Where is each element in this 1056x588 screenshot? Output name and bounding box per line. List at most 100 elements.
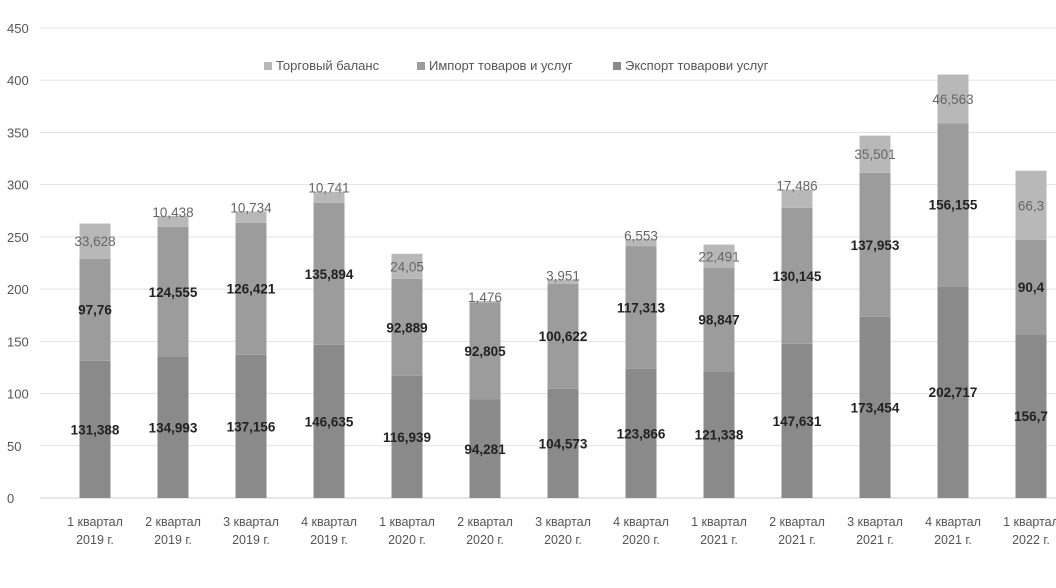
- data-label-s2-c8: 22,491: [698, 249, 739, 264]
- x-category-label-2-line1: 2019 г.: [232, 533, 270, 547]
- y-tick-label-350: 350: [7, 125, 29, 140]
- y-tick-label-100: 100: [7, 387, 29, 402]
- data-label-s1-c9: 130,145: [773, 269, 822, 284]
- bar-segment-s2-c5: [469, 301, 501, 303]
- x-category-label-8-line1: 2021 г.: [700, 533, 738, 547]
- x-category-label-3-line1: 2019 г.: [310, 533, 348, 547]
- data-label-s1-c5: 92,805: [464, 344, 506, 359]
- x-category-label-6-line0: 3 квартал: [535, 515, 591, 529]
- bar-segment-s0-c12: [1015, 334, 1047, 498]
- bar-segment-s1-c10: [859, 172, 891, 317]
- x-category-label-0-line0: 1 квартал: [67, 515, 123, 529]
- bar-segment-s0-c0: [79, 360, 111, 498]
- bar-segment-s2-c4: [391, 253, 423, 279]
- x-category-label-5-line0: 2 квартал: [457, 515, 513, 529]
- data-label-s0-c10: 173,454: [851, 400, 900, 415]
- data-label-s1-c4: 92,889: [386, 320, 427, 335]
- data-label-s2-c12: 66,3: [1018, 198, 1044, 213]
- legend-swatch-2: [613, 62, 621, 70]
- bar-segment-s2-c12: [1015, 170, 1047, 240]
- bar-segment-s1-c7: [625, 246, 657, 369]
- data-label-s2-c6: 3,951: [546, 269, 580, 284]
- data-label-s1-c0: 97,76: [78, 303, 112, 318]
- data-label-s0-c4: 116,939: [383, 430, 431, 445]
- data-label-s0-c7: 123,866: [617, 426, 666, 441]
- x-category-label-6-line1: 2020 г.: [544, 533, 582, 547]
- data-label-s1-c12: 90,4: [1018, 280, 1045, 295]
- y-tick-label-400: 400: [7, 73, 29, 88]
- x-category-label-11-line0: 4 квартал: [925, 515, 981, 529]
- bar-segment-s2-c11: [937, 74, 969, 124]
- bar-segment-s2-c6: [547, 279, 579, 284]
- x-category-label-9-line1: 2021 г.: [778, 533, 816, 547]
- x-category-label-7-line0: 4 квартал: [613, 515, 669, 529]
- bar-segment-s1-c9: [781, 207, 813, 344]
- bar-segment-s0-c8: [703, 371, 735, 498]
- data-label-s0-c0: 131,388: [71, 422, 120, 437]
- legend-label-1: Импорт товаров и услуг: [429, 58, 573, 73]
- bar-segment-s1-c2: [235, 222, 267, 355]
- bar-segment-s1-c11: [937, 123, 969, 287]
- data-label-s0-c1: 134,993: [149, 421, 198, 436]
- data-label-s2-c2: 10,734: [230, 200, 272, 215]
- legend-swatch-0: [264, 62, 272, 70]
- bar-segment-s2-c3: [313, 191, 345, 203]
- x-category-label-10-line1: 2021 г.: [856, 533, 894, 547]
- data-label-s2-c3: 10,741: [308, 181, 349, 196]
- bar-segment-s0-c3: [313, 344, 345, 498]
- data-label-s0-c2: 137,156: [227, 419, 276, 434]
- legend-label-0: Торговый баланс: [276, 58, 380, 73]
- data-label-s1-c8: 98,847: [698, 313, 739, 328]
- y-tick-label-50: 50: [7, 439, 21, 454]
- data-label-s2-c7: 6,553: [624, 228, 658, 243]
- x-category-label-10-line0: 3 квартал: [847, 515, 903, 529]
- bar-segment-s1-c8: [703, 268, 735, 372]
- data-label-s0-c11: 202,717: [929, 385, 978, 400]
- x-category-label-3-line0: 4 квартал: [301, 515, 357, 529]
- y-tick-label-250: 250: [7, 230, 29, 245]
- x-category-label-9-line0: 2 квартал: [769, 515, 825, 529]
- x-category-label-4-line0: 1 квартал: [379, 515, 435, 529]
- x-category-label-12-line1: 2022 г.: [1012, 533, 1050, 547]
- legend-label-2: Экспорт товарови услуг: [625, 58, 769, 73]
- bar-segment-s2-c2: [235, 211, 267, 223]
- bar-segment-s0-c11: [937, 286, 969, 498]
- data-label-s0-c12: 156,7: [1014, 409, 1048, 424]
- data-label-s1-c1: 124,555: [149, 285, 198, 300]
- bar-segment-s2-c10: [859, 135, 891, 173]
- bar-segment-s0-c5: [469, 399, 501, 498]
- bar-segment-s0-c9: [781, 343, 813, 498]
- data-label-s1-c10: 137,953: [851, 238, 900, 253]
- bar-segment-s1-c12: [1015, 239, 1047, 335]
- bar-segment-s2-c7: [625, 239, 657, 247]
- bar-segment-s0-c10: [859, 316, 891, 498]
- bar-segment-s2-c9: [781, 189, 813, 208]
- y-tick-label-150: 150: [7, 334, 29, 349]
- data-label-s0-c8: 121,338: [695, 428, 744, 443]
- data-label-s0-c3: 146,635: [305, 414, 354, 429]
- bar-segment-s0-c1: [157, 357, 189, 498]
- bar-segment-s2-c1: [157, 216, 189, 227]
- data-label-s2-c0: 33,628: [74, 234, 115, 249]
- bar-segment-s2-c8: [703, 244, 735, 269]
- data-label-s2-c9: 17,486: [776, 179, 817, 194]
- data-label-s1-c7: 117,313: [617, 300, 666, 315]
- x-category-label-8-line0: 1 квартал: [691, 515, 747, 529]
- x-category-label-7-line1: 2020 г.: [622, 533, 660, 547]
- bar-segment-s1-c3: [313, 202, 345, 345]
- bar-segment-s1-c4: [391, 278, 423, 376]
- data-label-s1-c3: 135,894: [305, 267, 354, 282]
- x-category-label-4-line1: 2020 г.: [388, 533, 426, 547]
- bar-segment-s1-c1: [157, 226, 189, 358]
- x-category-label-1-line0: 2 квартал: [145, 515, 201, 529]
- bar-segment-s2-c0: [79, 223, 111, 259]
- y-tick-label-0: 0: [7, 491, 14, 506]
- data-label-s0-c5: 94,281: [464, 442, 506, 457]
- data-label-s2-c1: 10,438: [152, 205, 193, 220]
- data-label-s2-c10: 35,501: [854, 147, 895, 162]
- bar-segment-s0-c7: [625, 368, 657, 498]
- data-label-s1-c6: 100,622: [539, 329, 588, 344]
- x-category-label-0-line1: 2019 г.: [76, 533, 114, 547]
